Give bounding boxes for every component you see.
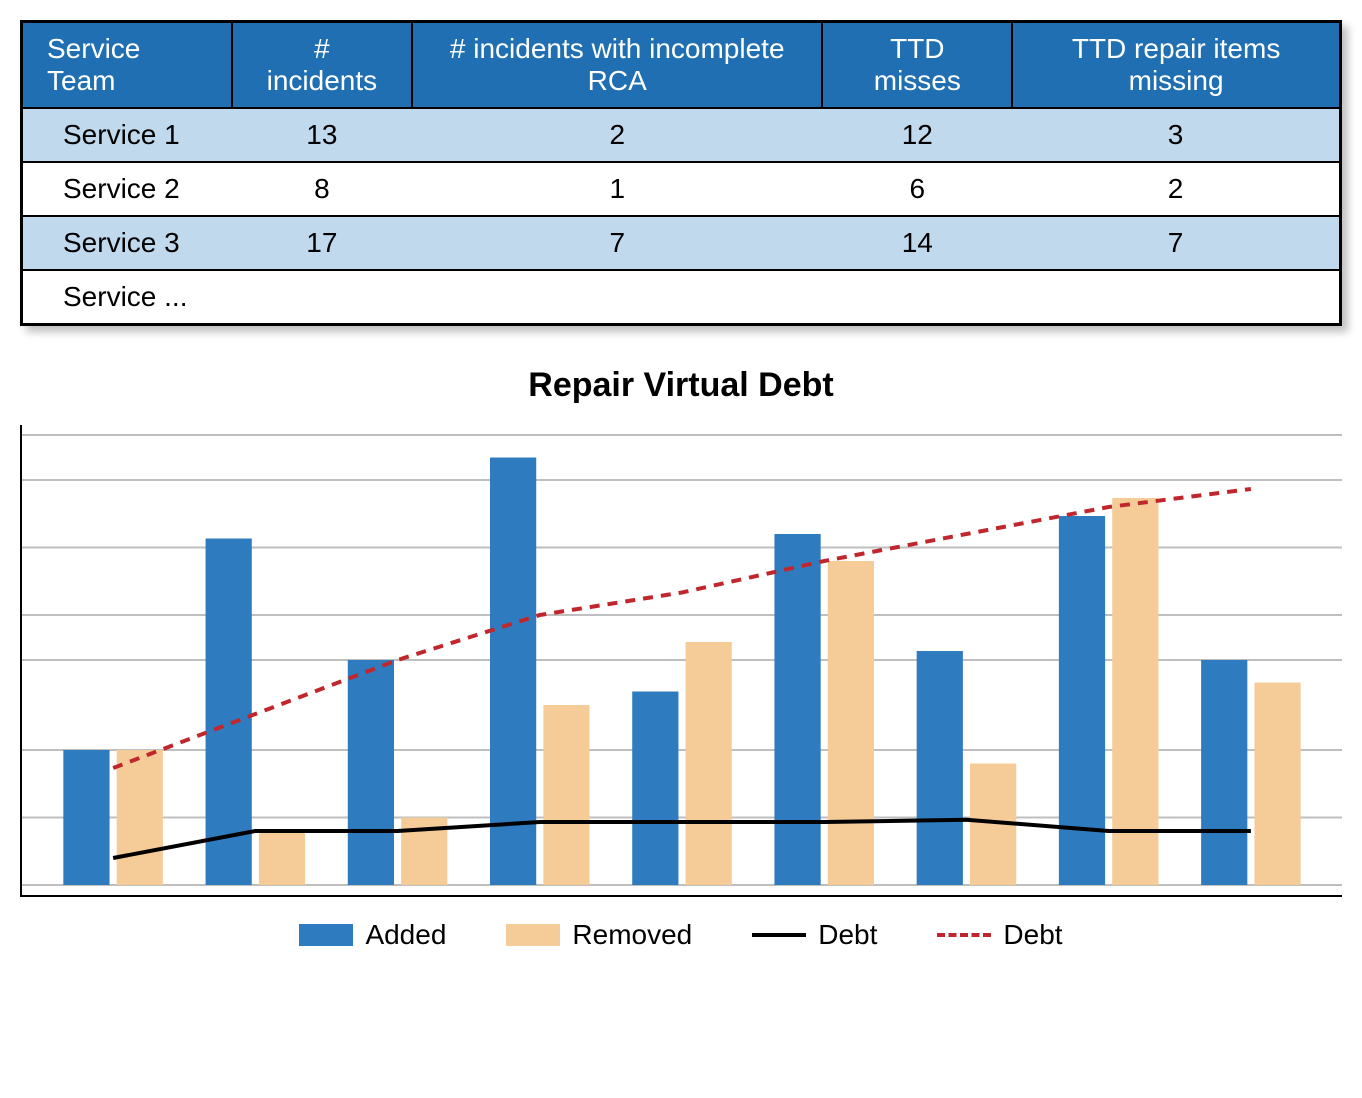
cell-ttd: 12 (822, 108, 1012, 162)
chart-plot-frame (20, 425, 1342, 897)
legend-swatch-removed (506, 924, 560, 946)
legend-item-debt-dash: Debt (937, 919, 1062, 951)
table-row: Service 2 8 1 6 2 (23, 162, 1339, 216)
table-row: Service 3 17 7 14 7 (23, 216, 1339, 270)
service-table: Service Team # incidents # incidents wit… (20, 20, 1342, 326)
cell-repair: 3 (1012, 108, 1339, 162)
cell-incidents: 8 (232, 162, 412, 216)
table-row: Service ... (23, 270, 1339, 323)
legend-item-debt-solid: Debt (752, 919, 877, 951)
table-header-row: Service Team # incidents # incidents wit… (23, 23, 1339, 108)
chart-section: Repair Virtual Debt Added Removed Debt D… (20, 366, 1342, 951)
cell-repair: 2 (1012, 162, 1339, 216)
cell-service: Service ... (23, 270, 232, 323)
cell-service: Service 3 (23, 216, 232, 270)
cell-incidents: 13 (232, 108, 412, 162)
table-row: Service 1 13 2 12 3 (23, 108, 1339, 162)
cell-ttd: 6 (822, 162, 1012, 216)
col-ttd-repair-missing: TTD repair items missing (1012, 23, 1339, 108)
chart-svg (22, 425, 1342, 895)
legend-swatch-added (299, 924, 353, 946)
service-table-inner: Service Team # incidents # incidents wit… (23, 23, 1339, 323)
cell-repair (1012, 270, 1339, 323)
legend-label: Added (365, 919, 446, 951)
cell-ttd: 14 (822, 216, 1012, 270)
cell-rca: 7 (412, 216, 822, 270)
col-incomplete-rca: # incidents with incomplete RCA (412, 23, 822, 108)
cell-rca: 2 (412, 108, 822, 162)
cell-incidents: 17 (232, 216, 412, 270)
legend-label: Debt (1003, 919, 1062, 951)
legend-line-debt-solid (752, 933, 806, 937)
cell-rca (412, 270, 822, 323)
legend-item-removed: Removed (506, 919, 692, 951)
cell-repair: 7 (1012, 216, 1339, 270)
col-incidents: # incidents (232, 23, 412, 108)
col-service-team: Service Team (23, 23, 232, 108)
legend-label: Debt (818, 919, 877, 951)
cell-ttd (822, 270, 1012, 323)
chart-title: Repair Virtual Debt (20, 366, 1342, 405)
cell-incidents (232, 270, 412, 323)
legend-label: Removed (572, 919, 692, 951)
legend-line-debt-dash (937, 933, 991, 937)
cell-rca: 1 (412, 162, 822, 216)
legend-item-added: Added (299, 919, 446, 951)
col-ttd-misses: TTD misses (822, 23, 1012, 108)
chart-legend: Added Removed Debt Debt (20, 897, 1342, 951)
cell-service: Service 2 (23, 162, 232, 216)
cell-service: Service 1 (23, 108, 232, 162)
